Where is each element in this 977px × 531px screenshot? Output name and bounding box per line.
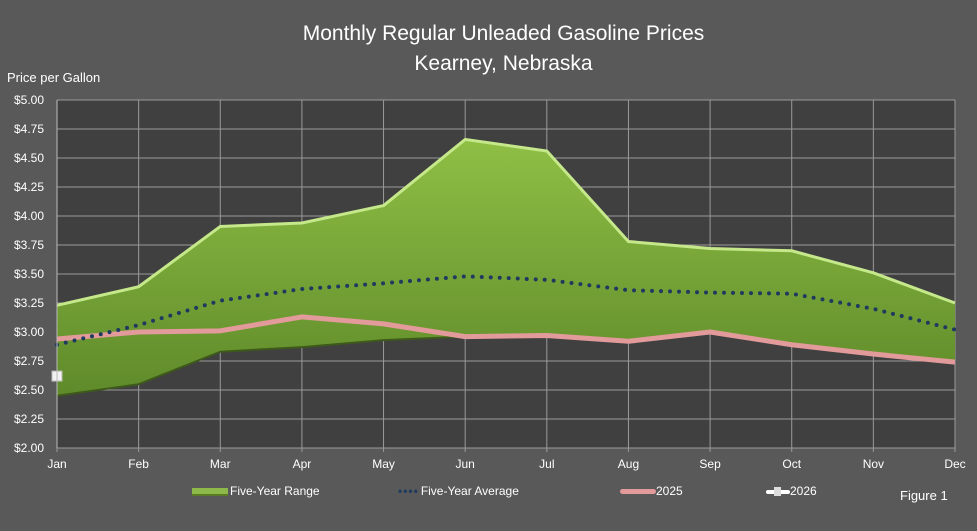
chart-subtitle: Kearney, Nebraska <box>414 52 593 75</box>
legend-2025: 2025 <box>620 484 683 498</box>
y-tick-label: $2.75 <box>14 354 44 368</box>
y-tick-label: $4.50 <box>14 151 44 165</box>
legend-2026: 2026 <box>766 484 817 498</box>
x-tick-label: Jun <box>456 457 475 471</box>
series-2025-line <box>56 314 956 365</box>
y-axis-label: Price per Gallon <box>7 70 101 85</box>
legend-label: 2025 <box>656 484 683 498</box>
x-tick-label: Nov <box>863 457 884 471</box>
y-tick-label: $5.00 <box>14 93 44 107</box>
y-tick-label: $3.25 <box>14 296 44 310</box>
y-tick-label: $3.75 <box>14 238 44 252</box>
y-tick-label: $3.00 <box>14 325 44 339</box>
y-tick-label: $3.50 <box>14 267 44 281</box>
y-tick-label: $4.25 <box>14 180 44 194</box>
five-year-range-area <box>57 139 955 396</box>
x-tick-label: Sep <box>699 457 721 471</box>
x-tick-label: Aug <box>618 457 639 471</box>
legend-label: 2026 <box>790 484 817 498</box>
x-tick-label: Oct <box>782 457 801 471</box>
legend-five-year-range: Five-Year Range <box>192 484 320 498</box>
x-tick-label: Mar <box>210 457 231 471</box>
x-tick-label: Apr <box>293 457 312 471</box>
y-tick-label: $2.00 <box>14 441 44 455</box>
y-tick-label: $2.50 <box>14 383 44 397</box>
x-tick-label: May <box>372 457 395 471</box>
x-tick-label: Dec <box>944 457 965 471</box>
legend-label: Five-Year Range <box>230 484 320 498</box>
five-year-range-high-edge <box>56 137 956 307</box>
y-tick-label: $2.25 <box>14 412 44 426</box>
legend-five-year-average: •••• Five-Year Average <box>398 484 519 498</box>
chart-title: Monthly Regular Unleaded Gasoline Prices <box>302 22 705 45</box>
x-tick-label: Feb <box>128 457 149 471</box>
y-tick-label: $4.75 <box>14 122 44 136</box>
legend-label: Five-Year Average <box>420 484 519 498</box>
x-tick-label: Jul <box>539 457 554 471</box>
y-tick-label: $4.00 <box>14 209 44 223</box>
five-year-average-line <box>55 274 957 347</box>
x-tick-label: Jan <box>47 457 66 471</box>
figure-label: Figure 1 <box>900 488 948 503</box>
